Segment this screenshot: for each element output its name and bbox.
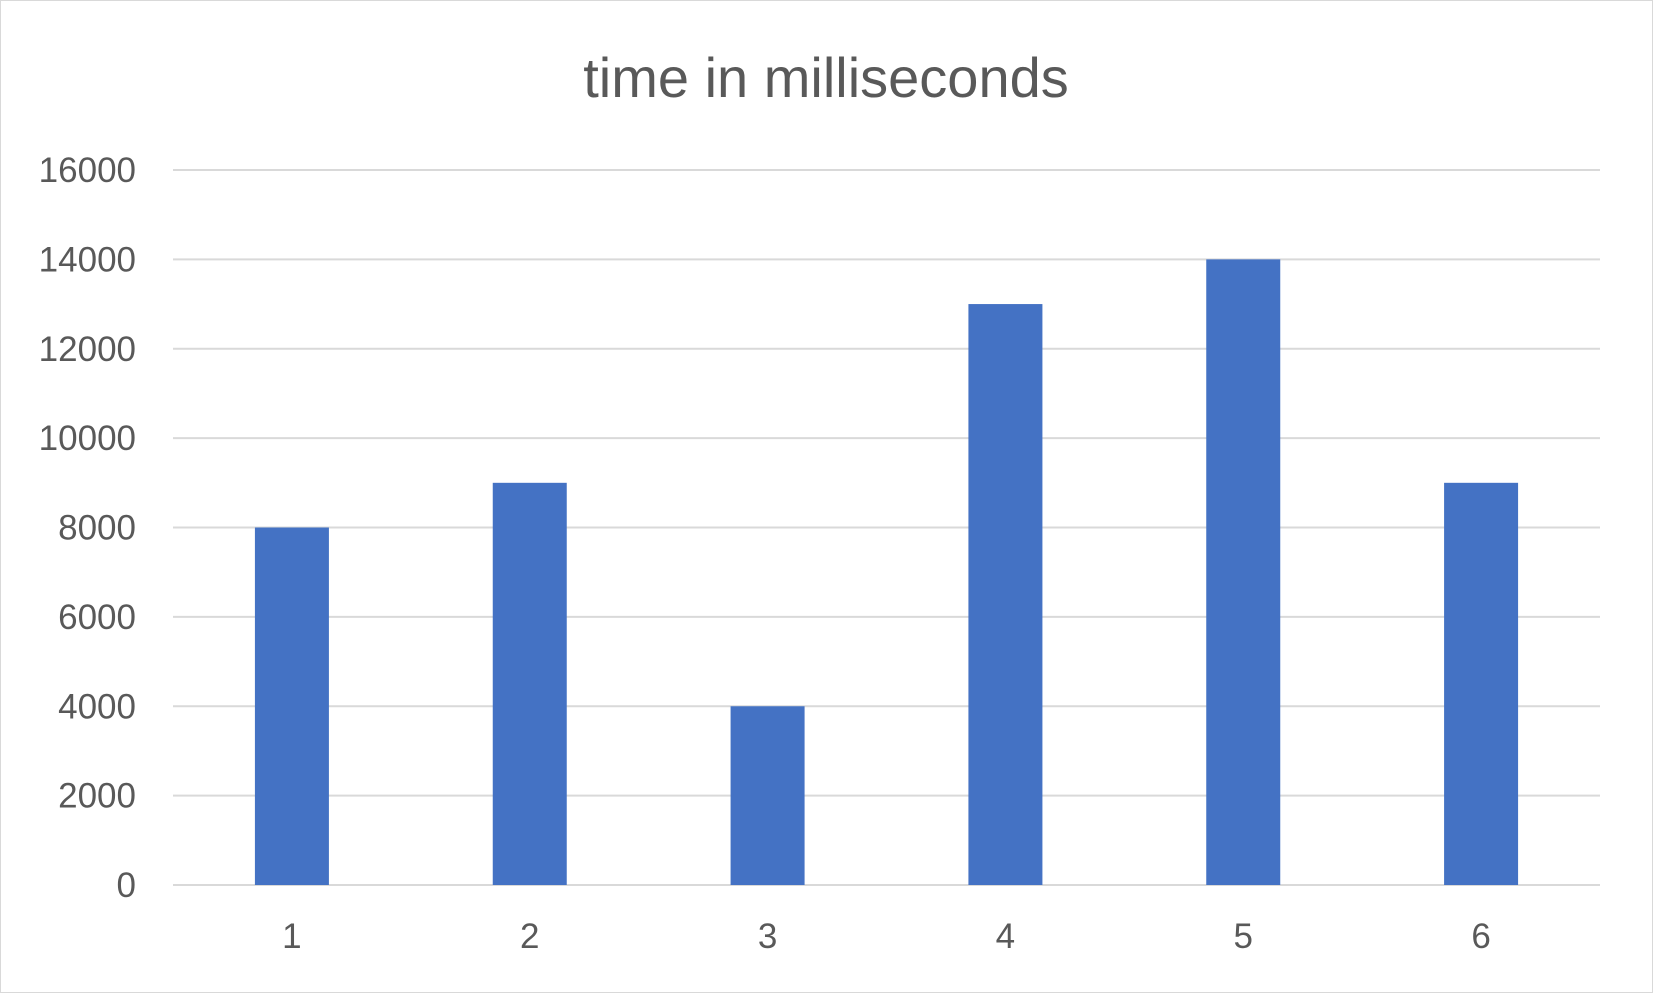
y-tick-label: 4000 <box>58 687 136 726</box>
y-axis-ticks: 0 2000 4000 6000 8000 10000 12000 14000 16000 <box>39 151 136 905</box>
bar <box>968 304 1043 885</box>
bar <box>254 527 329 885</box>
bar <box>492 482 567 885</box>
y-tick-label: 6000 <box>58 598 136 637</box>
chart-title: time in milliseconds <box>583 46 1069 109</box>
y-tick-label: 2000 <box>58 777 136 816</box>
x-tick-label: 6 <box>1471 917 1490 956</box>
y-tick-label: 0 <box>117 866 136 905</box>
x-tick-label: 1 <box>282 917 301 956</box>
y-tick-label: 14000 <box>39 240 136 279</box>
x-tick-label: 4 <box>996 917 1015 956</box>
bar <box>1206 259 1281 885</box>
y-tick-label: 16000 <box>39 151 136 190</box>
y-tick-label: 10000 <box>39 419 136 458</box>
gridlines <box>173 169 1600 886</box>
bars <box>254 259 1519 885</box>
x-tick-label: 3 <box>758 917 777 956</box>
y-tick-label: 12000 <box>39 330 136 369</box>
x-tick-label: 5 <box>1234 917 1253 956</box>
x-axis-ticks: 1 2 3 4 5 6 <box>282 917 1491 956</box>
y-tick-label: 8000 <box>58 509 136 548</box>
x-tick-label: 2 <box>520 917 539 956</box>
bar <box>730 706 805 885</box>
bar <box>1444 482 1519 885</box>
